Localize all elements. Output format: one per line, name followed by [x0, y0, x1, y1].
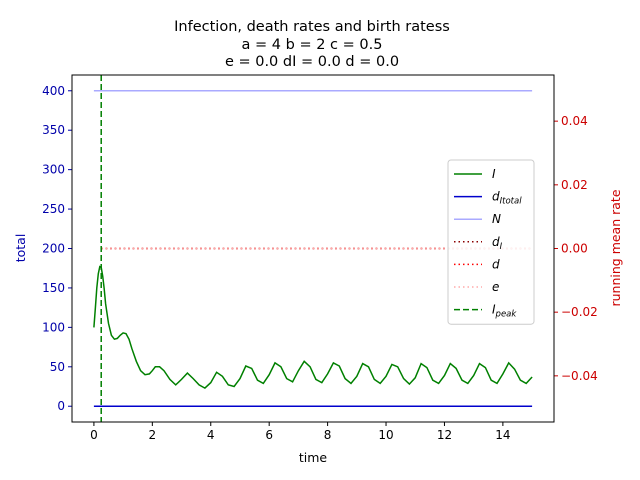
y-right-tick-label: 0.00	[561, 242, 588, 256]
legend-label: N	[492, 212, 501, 226]
plot-frame	[71, 74, 555, 423]
x-tick-label: 8	[324, 428, 332, 442]
y-left-tick-label: 150	[42, 281, 65, 295]
legend-label: d	[492, 257, 500, 271]
y-right-tick-label: −0.04	[561, 369, 598, 383]
title-line-3: e = 0.0 dI = 0.0 d = 0.0	[225, 54, 399, 70]
legend-box	[447, 159, 535, 325]
title-line-1: Infection, death rates and birth ratess	[174, 19, 450, 35]
y-left-tick-label: 350	[42, 123, 65, 137]
legend-label: I	[492, 167, 496, 181]
legend-label: Ipeak	[492, 303, 517, 320]
x-tick-label: 14	[495, 428, 510, 442]
plot-lines	[93, 75, 533, 422]
series-line-i	[93, 265, 533, 390]
chart-title: Infection, death rates and birth ratess …	[174, 19, 450, 70]
x-tick-label: 4	[207, 428, 215, 442]
y-left-tick-label: 250	[42, 202, 65, 216]
x-tick-label: 12	[437, 428, 452, 442]
legend-label: dItotal	[492, 190, 522, 207]
y-left-tick-label: 50	[50, 360, 65, 374]
x-axis-label: time	[299, 450, 328, 465]
x-tick-label: 10	[378, 428, 393, 442]
y-left-tick-label: 0	[57, 399, 65, 413]
legend-label: e	[492, 280, 499, 294]
y-right-axis-label: running mean rate	[608, 189, 623, 306]
title-line-2: a = 4 b = 2 c = 0.5	[242, 37, 383, 53]
y-left-axis-label: total	[13, 234, 28, 263]
y-left-tick-label: 100	[42, 320, 65, 334]
legend-label: dI	[492, 235, 503, 252]
x-tick-label: 2	[149, 428, 157, 442]
y-left-tick-label: 200	[42, 242, 65, 256]
x-tick-label: 6	[265, 428, 273, 442]
y-right-tick-label: 0.04	[561, 114, 588, 128]
y-left-tick-label: 300	[42, 163, 65, 177]
y-right-tick-label: −0.02	[561, 305, 598, 319]
y-right-tick-label: 0.02	[561, 178, 588, 192]
x-tick-label: 0	[90, 428, 98, 442]
y-left-tick-label: 400	[42, 84, 65, 98]
tick-layer: 0 2 4 6 8 10 12 14 0 50 100 150 200 250 300 350 400 −0.04…	[42, 84, 598, 442]
